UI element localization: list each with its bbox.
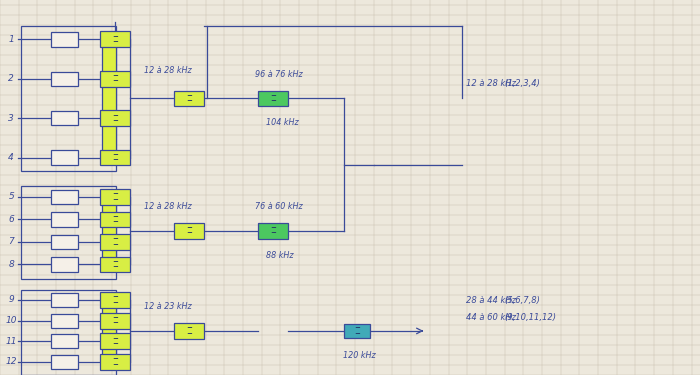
Text: ~
~: ~ ~	[112, 315, 118, 326]
Text: ~
~: ~ ~	[112, 214, 118, 225]
Bar	[100, 256, 130, 272]
Text: 12 à 23 kHz: 12 à 23 kHz	[144, 302, 191, 311]
Bar	[102, 296, 116, 366]
Text: 12 à 28 kHz: 12 à 28 kHz	[144, 202, 191, 211]
Bar	[100, 189, 130, 205]
Text: ~
~: ~ ~	[112, 112, 118, 124]
Text: ~
~: ~ ~	[186, 325, 192, 337]
Bar	[51, 150, 78, 165]
Bar	[51, 111, 78, 125]
Text: 11: 11	[6, 337, 17, 346]
Bar	[100, 333, 130, 349]
Text: ~
~: ~ ~	[112, 236, 118, 248]
Bar	[51, 293, 78, 307]
Text: ~
~: ~ ~	[354, 325, 360, 337]
Text: 6: 6	[8, 215, 14, 224]
Text: 104 kHz: 104 kHz	[266, 118, 299, 127]
Bar	[21, 290, 116, 375]
Text: ~
~: ~ ~	[112, 152, 118, 163]
Bar	[102, 193, 116, 268]
Bar	[100, 71, 130, 87]
Text: 96 à 76 kHz: 96 à 76 kHz	[255, 70, 302, 79]
Bar	[100, 234, 130, 250]
Bar	[100, 211, 130, 227]
Text: 2: 2	[8, 74, 14, 83]
Bar	[51, 314, 78, 328]
Text: ~
~: ~ ~	[112, 294, 118, 306]
Bar	[100, 354, 130, 370]
Text: ~
~: ~ ~	[270, 225, 276, 236]
Bar	[258, 223, 288, 238]
Bar	[21, 186, 116, 279]
Text: (1,2,3,4): (1,2,3,4)	[504, 79, 540, 88]
Bar	[51, 334, 78, 348]
Text: 10: 10	[6, 316, 17, 325]
Bar	[100, 110, 130, 126]
Text: (5,6,7,8): (5,6,7,8)	[504, 296, 540, 305]
Text: 5: 5	[8, 192, 14, 201]
Bar	[258, 91, 288, 106]
Text: 28 à 44 kHz: 28 à 44 kHz	[466, 296, 515, 305]
Text: ~
~: ~ ~	[112, 73, 118, 84]
Bar	[21, 26, 116, 171]
Text: 12 à 28 kHz: 12 à 28 kHz	[466, 79, 515, 88]
Bar	[174, 223, 204, 238]
Text: ~
~: ~ ~	[112, 191, 118, 202]
Text: 7: 7	[8, 237, 14, 246]
Bar	[51, 32, 78, 46]
Bar	[51, 190, 78, 204]
Text: (9,10,11,12): (9,10,11,12)	[504, 314, 556, 322]
Text: 44 à 60 kHz: 44 à 60 kHz	[466, 314, 515, 322]
Text: 12 à 28 kHz: 12 à 28 kHz	[144, 66, 191, 75]
Text: 76 à 60 kHz: 76 à 60 kHz	[255, 202, 302, 211]
Text: 8: 8	[8, 260, 14, 269]
Bar	[174, 323, 204, 339]
Text: ~
~: ~ ~	[186, 93, 192, 104]
Bar	[174, 91, 204, 106]
Bar	[344, 324, 370, 338]
Text: ~
~: ~ ~	[112, 34, 118, 45]
Bar	[100, 150, 130, 165]
Bar	[51, 257, 78, 272]
Text: ~
~: ~ ~	[270, 93, 276, 104]
Bar	[100, 313, 130, 328]
Bar	[51, 212, 78, 226]
Text: 4: 4	[8, 153, 14, 162]
Text: 3: 3	[8, 114, 14, 123]
Bar	[51, 355, 78, 369]
Bar	[51, 72, 78, 86]
Text: 88 kHz: 88 kHz	[266, 251, 293, 260]
Text: 120 kHz: 120 kHz	[343, 351, 376, 360]
Text: 12: 12	[6, 357, 17, 366]
Text: 9: 9	[8, 296, 14, 304]
Text: 1: 1	[8, 35, 14, 44]
Text: ~
~: ~ ~	[112, 356, 118, 368]
Text: ~
~: ~ ~	[112, 336, 118, 347]
Bar	[100, 292, 130, 308]
Bar	[100, 32, 130, 47]
Bar	[102, 36, 116, 161]
Text: ~
~: ~ ~	[186, 225, 192, 236]
Bar	[51, 235, 78, 249]
Text: ~
~: ~ ~	[112, 259, 118, 270]
